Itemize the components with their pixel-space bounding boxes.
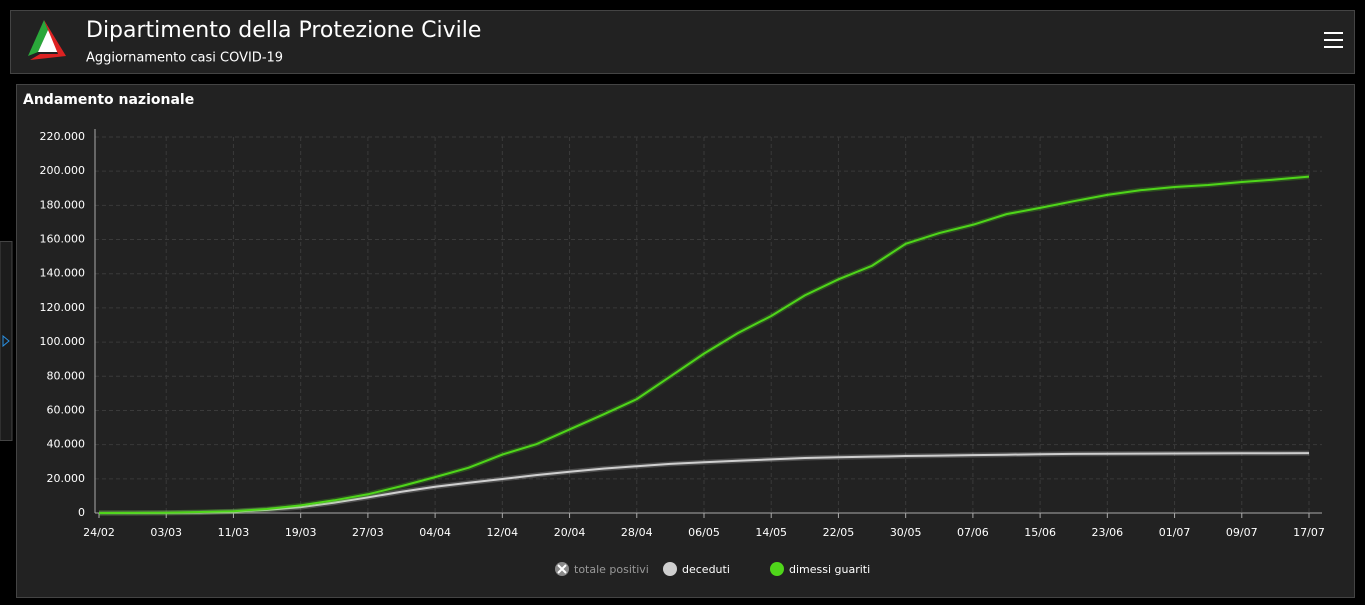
legend-swatch xyxy=(770,562,784,576)
x-tick-label: 11/03 xyxy=(218,526,250,539)
legend-item[interactable]: dimessi guariti xyxy=(770,562,870,576)
header-title: Dipartimento della Protezione Civile xyxy=(86,18,481,43)
y-tick-label: 120.000 xyxy=(40,301,86,314)
chart-panel xyxy=(16,84,1355,598)
x-tick-label: 04/04 xyxy=(419,526,451,539)
x-tick-label: 27/03 xyxy=(352,526,384,539)
legend-off-mark xyxy=(557,564,567,574)
x-tick-label: 14/05 xyxy=(755,526,787,539)
side-arrow xyxy=(2,334,10,348)
legend-item[interactable]: deceduti xyxy=(663,562,730,576)
side-tab[interactable] xyxy=(0,241,13,441)
legend-item[interactable]: totale positivi xyxy=(555,562,649,576)
legend-label: deceduti xyxy=(682,563,730,576)
y-tick-label: 200.000 xyxy=(40,164,86,177)
y-tick-label: 220.000 xyxy=(40,130,86,143)
header-bar xyxy=(10,10,1355,74)
x-tick-label: 22/05 xyxy=(823,526,855,539)
y-tick-label: 60.000 xyxy=(47,403,86,416)
x-tick-label: 07/06 xyxy=(957,526,989,539)
x-tick-label: 24/02 xyxy=(83,526,115,539)
x-tick-label: 17/07 xyxy=(1293,526,1325,539)
header-subtitle: Aggiornamento casi COVID-19 xyxy=(86,51,283,66)
panel-title: Andamento nazionale xyxy=(23,92,194,108)
legend-label: totale positivi xyxy=(574,563,649,576)
x-tick-label: 23/06 xyxy=(1091,526,1123,539)
x-tick-label: 06/05 xyxy=(688,526,720,539)
legend-swatch xyxy=(663,562,677,576)
x-tick-label: 09/07 xyxy=(1226,526,1258,539)
x-tick-label: 12/04 xyxy=(486,526,518,539)
y-tick-label: 80.000 xyxy=(47,369,86,382)
y-tick-label: 20.000 xyxy=(47,472,86,485)
x-tick-label: 20/04 xyxy=(554,526,586,539)
y-tick-label: 100.000 xyxy=(40,335,86,348)
x-tick-label: 19/03 xyxy=(285,526,317,539)
y-tick-label: 40.000 xyxy=(47,438,86,451)
x-tick-label: 01/07 xyxy=(1159,526,1191,539)
legend-label: dimessi guariti xyxy=(789,563,870,576)
x-tick-label: 15/06 xyxy=(1024,526,1056,539)
logo xyxy=(28,20,66,60)
menu-button[interactable] xyxy=(1324,32,1343,48)
series-line xyxy=(98,452,1310,514)
y-tick-label: 140.000 xyxy=(40,267,86,280)
series-line xyxy=(98,175,1310,514)
x-tick-label: 03/03 xyxy=(150,526,182,539)
y-tick-label: 0 xyxy=(78,506,85,519)
x-tick-label: 30/05 xyxy=(890,526,922,539)
y-tick-label: 160.000 xyxy=(40,233,86,246)
y-tick-label: 180.000 xyxy=(40,198,86,211)
x-tick-label: 28/04 xyxy=(621,526,653,539)
